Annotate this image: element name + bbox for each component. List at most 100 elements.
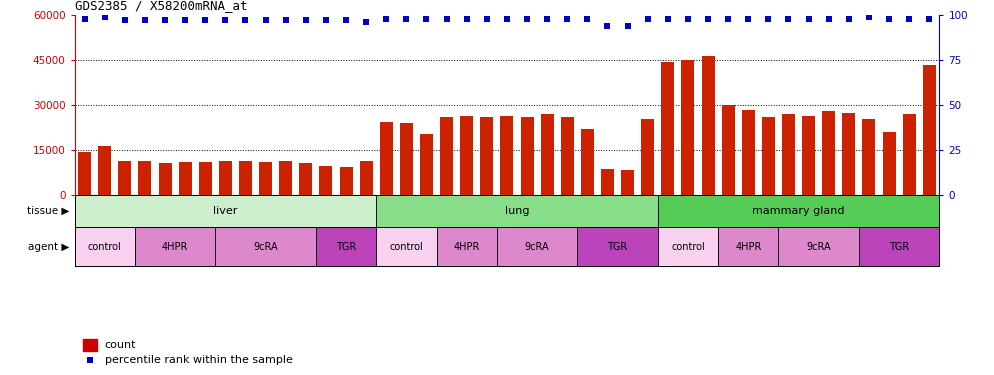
Bar [578,227,658,266]
Bar [179,162,192,195]
Bar [380,122,393,195]
Bar [722,105,735,195]
Text: TGR: TGR [889,242,910,252]
Point [438,16,454,22]
Bar [75,195,376,227]
Bar [641,118,654,195]
Bar [621,170,634,195]
Point [660,16,676,22]
Bar [718,227,778,266]
Bar [419,134,433,195]
Bar [702,56,715,195]
Bar [376,227,436,266]
Point [780,16,796,22]
Point [800,16,816,22]
Point [459,16,475,22]
Point [358,19,374,25]
Point [560,16,576,22]
Bar [216,227,316,266]
Bar [440,117,453,195]
Bar [219,161,232,195]
Bar [319,166,332,195]
Point [83,357,98,363]
Bar [436,227,497,266]
Bar [863,118,876,195]
Text: 9cRA: 9cRA [806,242,831,252]
Bar [742,110,754,195]
Bar [376,195,658,227]
Point [96,14,112,20]
Bar [497,227,578,266]
Bar [135,227,216,266]
Point [841,16,857,22]
Bar [199,162,212,195]
Bar [561,117,574,195]
Text: control: control [671,242,705,252]
Bar [500,116,514,195]
Text: percentile rank within the sample: percentile rank within the sample [104,356,292,366]
Point [338,17,354,23]
Bar [316,227,376,266]
Point [157,17,173,23]
Point [921,16,937,22]
Text: control: control [87,242,121,252]
Point [137,17,153,23]
Bar [158,163,172,195]
Bar [658,195,939,227]
Text: 4HPR: 4HPR [736,242,761,252]
Bar [782,114,795,195]
Text: tissue ▶: tissue ▶ [27,206,70,216]
Text: control: control [390,242,423,252]
Point [479,16,495,22]
Text: 4HPR: 4HPR [453,242,480,252]
Point [861,14,877,20]
Point [519,16,535,22]
Bar [239,161,252,195]
Text: liver: liver [213,206,238,216]
Bar [802,116,815,195]
Point [680,16,696,22]
Point [499,16,515,22]
Point [117,17,133,23]
Point [379,16,395,22]
Point [619,23,635,29]
Bar [761,117,775,195]
Point [902,16,917,22]
Bar [822,111,835,195]
Bar [460,116,473,195]
Text: 4HPR: 4HPR [162,242,188,252]
Bar [83,339,97,351]
Point [198,17,214,23]
Bar [521,117,534,195]
Point [599,23,615,29]
Bar [601,169,614,195]
Point [700,16,716,22]
Bar [541,114,554,195]
Point [418,16,434,22]
Point [399,16,414,22]
Bar [661,62,674,195]
Point [721,16,737,22]
Bar [79,152,91,195]
Bar [922,64,935,195]
Point [640,16,656,22]
Point [760,16,776,22]
Bar [682,60,695,195]
Bar [842,112,856,195]
Bar [778,227,859,266]
Point [539,16,555,22]
Point [277,17,293,23]
Point [218,17,234,23]
Point [177,17,193,23]
Bar [580,129,594,195]
Bar [400,123,413,195]
Point [77,16,92,22]
Point [238,17,253,23]
Bar [75,227,135,266]
Bar [299,163,312,195]
Point [257,17,273,23]
Bar [279,161,292,195]
Bar [340,166,353,195]
Bar [883,132,896,195]
Text: count: count [104,340,136,350]
